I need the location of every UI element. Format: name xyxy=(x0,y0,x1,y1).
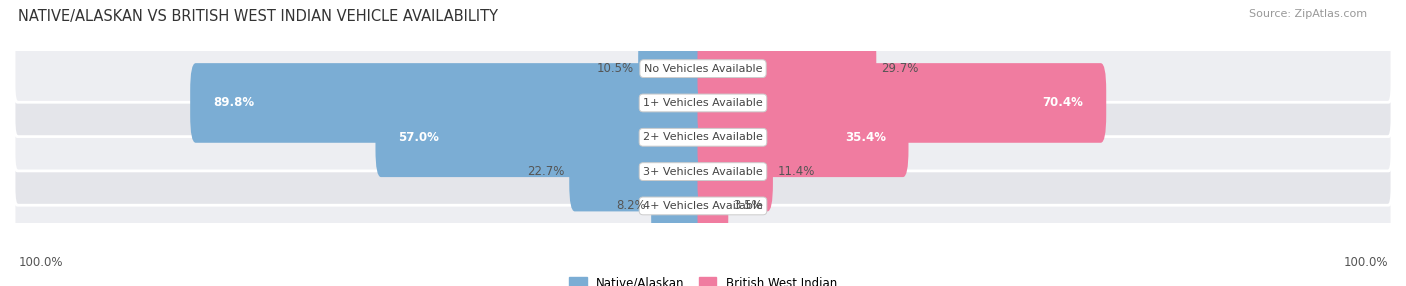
FancyBboxPatch shape xyxy=(14,104,1392,171)
Text: 100.0%: 100.0% xyxy=(18,256,63,269)
Text: 2+ Vehicles Available: 2+ Vehicles Available xyxy=(643,132,763,142)
Text: 100.0%: 100.0% xyxy=(1343,256,1388,269)
Text: 22.7%: 22.7% xyxy=(527,165,564,178)
FancyBboxPatch shape xyxy=(697,166,728,246)
Text: 3.5%: 3.5% xyxy=(733,199,762,212)
Text: 10.5%: 10.5% xyxy=(596,62,633,75)
Text: No Vehicles Available: No Vehicles Available xyxy=(644,64,762,74)
FancyBboxPatch shape xyxy=(697,63,1107,143)
Text: 57.0%: 57.0% xyxy=(398,131,439,144)
FancyBboxPatch shape xyxy=(14,69,1392,137)
FancyBboxPatch shape xyxy=(190,63,709,143)
Text: Source: ZipAtlas.com: Source: ZipAtlas.com xyxy=(1249,9,1367,19)
Text: 29.7%: 29.7% xyxy=(882,62,918,75)
Text: 89.8%: 89.8% xyxy=(212,96,254,110)
Text: 3+ Vehicles Available: 3+ Vehicles Available xyxy=(643,167,763,176)
FancyBboxPatch shape xyxy=(651,166,709,246)
FancyBboxPatch shape xyxy=(569,132,709,211)
FancyBboxPatch shape xyxy=(697,132,773,211)
FancyBboxPatch shape xyxy=(14,35,1392,102)
Text: 35.4%: 35.4% xyxy=(845,131,886,144)
Legend: Native/Alaskan, British West Indian: Native/Alaskan, British West Indian xyxy=(564,272,842,286)
Text: 70.4%: 70.4% xyxy=(1043,96,1084,110)
Text: 1+ Vehicles Available: 1+ Vehicles Available xyxy=(643,98,763,108)
Text: NATIVE/ALASKAN VS BRITISH WEST INDIAN VEHICLE AVAILABILITY: NATIVE/ALASKAN VS BRITISH WEST INDIAN VE… xyxy=(18,9,498,23)
Text: 11.4%: 11.4% xyxy=(778,165,815,178)
FancyBboxPatch shape xyxy=(14,172,1392,240)
FancyBboxPatch shape xyxy=(14,138,1392,205)
Text: 4+ Vehicles Available: 4+ Vehicles Available xyxy=(643,201,763,211)
Text: 8.2%: 8.2% xyxy=(617,199,647,212)
FancyBboxPatch shape xyxy=(375,98,709,177)
FancyBboxPatch shape xyxy=(697,29,876,108)
FancyBboxPatch shape xyxy=(697,98,908,177)
FancyBboxPatch shape xyxy=(638,29,709,108)
